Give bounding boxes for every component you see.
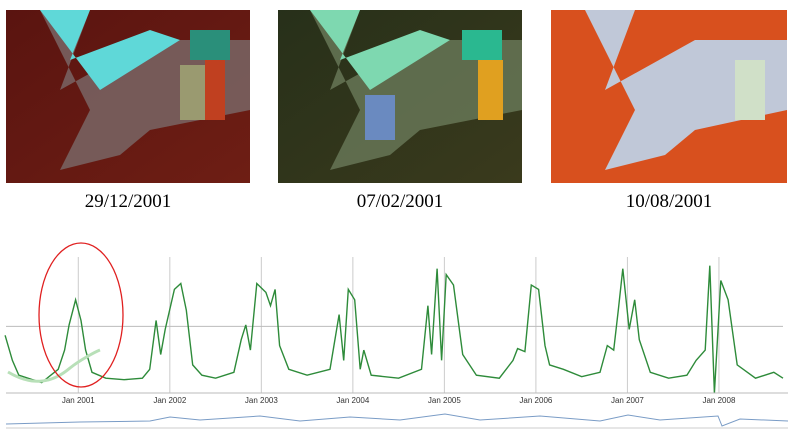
image-2 bbox=[278, 10, 522, 183]
x-tick-label: Jan 2003 bbox=[245, 396, 278, 405]
x-tick-label: Jan 2007 bbox=[611, 396, 644, 405]
x-tick-label: Jan 2002 bbox=[153, 396, 186, 405]
image-3 bbox=[551, 10, 787, 183]
x-tick-label: Jan 2004 bbox=[336, 396, 369, 405]
image-caption: 07/02/2001 bbox=[357, 191, 444, 212]
image-caption: 29/12/2001 bbox=[85, 191, 172, 212]
x-tick-label: Jan 2006 bbox=[519, 396, 552, 405]
image-caption: 10/08/2001 bbox=[626, 191, 713, 212]
overview-line bbox=[6, 414, 788, 426]
x-tick-label: Jan 2001 bbox=[62, 396, 95, 405]
x-tick-label: Jan 2008 bbox=[702, 396, 735, 405]
x-tick-label: Jan 2005 bbox=[428, 396, 461, 405]
figure: 29/12/2001 07/02/2001 10/08/2001 Jan 200… bbox=[0, 0, 788, 430]
image-1 bbox=[6, 10, 250, 183]
highlight-ellipse bbox=[39, 243, 123, 387]
